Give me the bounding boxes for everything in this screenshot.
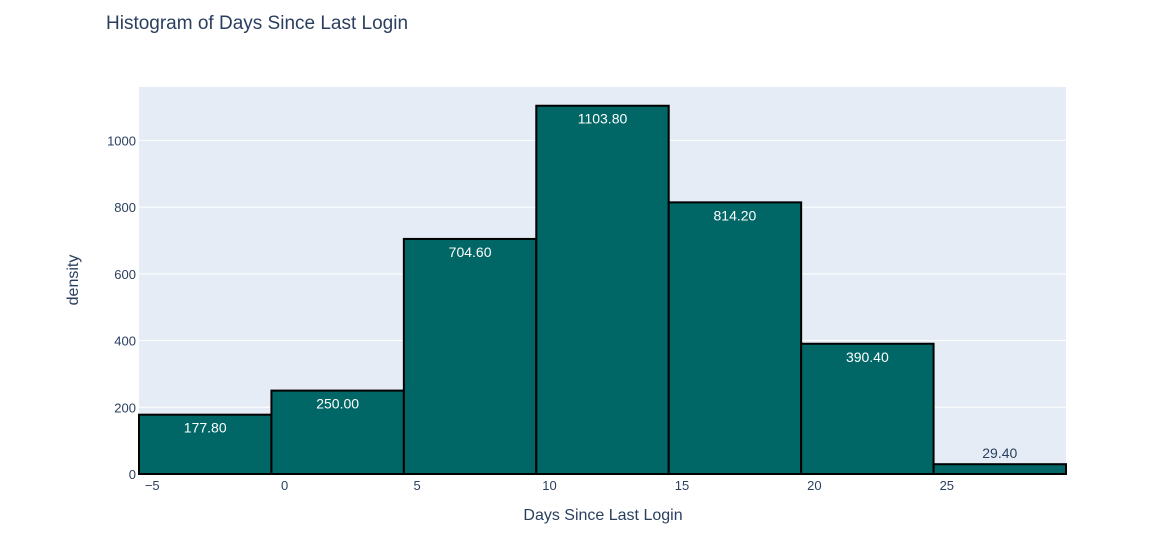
y-tick-label: 0 <box>129 467 136 482</box>
bar-value-label: 29.40 <box>982 445 1017 461</box>
x-tick-label: 5 <box>413 478 420 493</box>
histogram-bar <box>932 463 1067 476</box>
bar-value-label: 390.40 <box>846 349 889 365</box>
x-tick-label: 15 <box>675 478 689 493</box>
chart-title: Histogram of Days Since Last Login <box>106 13 408 34</box>
bar-value-label: 250.00 <box>316 396 359 412</box>
histogram-bar <box>535 104 670 475</box>
histogram-bar <box>667 201 803 475</box>
histogram-bar <box>402 237 538 475</box>
y-axis-ticks: 0 200 400 600 800 1000 <box>107 133 136 482</box>
bar-value-label: 1103.80 <box>578 111 628 127</box>
x-tick-label: 25 <box>940 478 954 493</box>
y-axis-title: density <box>65 255 82 306</box>
x-tick-label: 10 <box>542 478 556 493</box>
bar-value-label: 814.20 <box>714 207 757 223</box>
histogram-bar <box>800 342 935 475</box>
y-tick-label: 800 <box>114 200 136 215</box>
y-tick-label: 200 <box>114 400 136 415</box>
bars <box>138 104 1067 476</box>
y-tick-label: 600 <box>114 267 136 282</box>
x-tick-label: 0 <box>281 478 288 493</box>
x-tick-label: 20 <box>807 478 821 493</box>
x-tick-label: −5 <box>145 478 160 493</box>
x-axis-ticks: −5 0 5 10 15 20 25 <box>145 478 954 493</box>
bar-labels: 177.80 250.00 704.60 1103.80 814.20 390.40 29.… <box>184 111 1018 461</box>
bar-value-label: 704.60 <box>449 244 492 260</box>
histogram-bar <box>138 413 273 476</box>
histogram-bar <box>270 389 405 475</box>
bar-value-label: 177.80 <box>184 420 227 436</box>
y-tick-label: 1000 <box>107 133 136 148</box>
x-axis-title: Days Since Last Login <box>523 507 682 524</box>
y-tick-label: 400 <box>114 334 136 349</box>
